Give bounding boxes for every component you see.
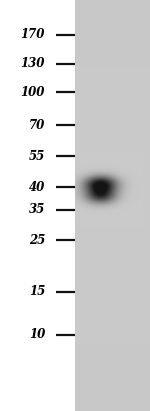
Text: 130: 130 bbox=[21, 57, 45, 70]
Text: 100: 100 bbox=[21, 86, 45, 99]
Text: 170: 170 bbox=[21, 28, 45, 42]
Text: 35: 35 bbox=[29, 203, 45, 216]
Bar bbox=[75, 0, 150, 411]
Text: 15: 15 bbox=[29, 285, 45, 298]
Text: 25: 25 bbox=[29, 234, 45, 247]
Text: 55: 55 bbox=[29, 150, 45, 163]
Text: 10: 10 bbox=[29, 328, 45, 342]
Text: 40: 40 bbox=[29, 180, 45, 194]
Text: 70: 70 bbox=[29, 119, 45, 132]
